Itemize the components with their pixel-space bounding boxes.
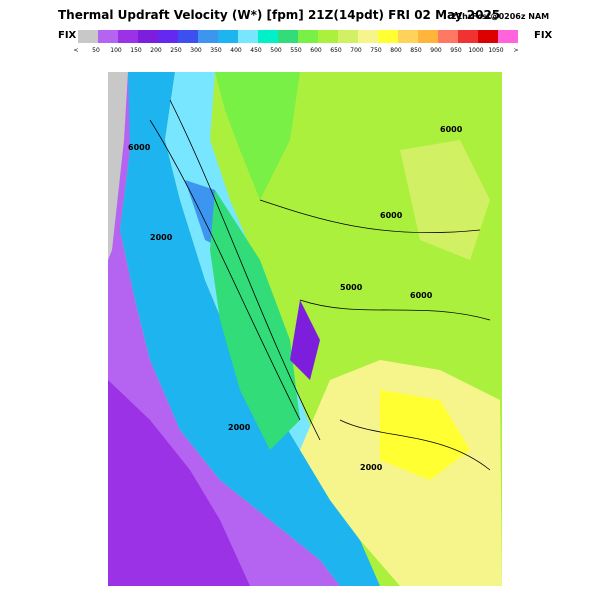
subtitle: 21hrFcst@0206z NAM: [451, 12, 549, 21]
title: Thermal Updraft Velocity (W*) [fpm] 21Z(…: [58, 8, 500, 22]
scale-swatch: [198, 30, 218, 43]
contour-label: 6000: [128, 143, 151, 152]
contour-label: 2000: [228, 423, 251, 432]
scale-label: 50: [92, 47, 100, 54]
scale-swatch: [358, 30, 378, 43]
scale-swatch: [478, 30, 498, 43]
scale-label: 500: [270, 47, 282, 54]
color-scale: <50 100 150 200 250 300 350 400 450 500 550 600 650 7…: [73, 30, 519, 54]
scale-label: 150: [130, 47, 142, 54]
scale-label: 1000: [468, 47, 483, 54]
fix-left: FIX: [58, 30, 77, 41]
scale-swatch: [218, 30, 238, 43]
scale-swatch: [78, 30, 98, 43]
contour-label: 2000: [360, 463, 383, 472]
contour-label: 5000: [340, 283, 363, 292]
southeast-yellow: [300, 360, 502, 586]
contours: [149, 99, 491, 471]
contour-label: 6000: [380, 211, 403, 220]
scale-swatch: [438, 30, 458, 43]
scale-label: 400: [230, 47, 242, 54]
scale-swatch: [418, 30, 438, 43]
scale-swatch: [318, 30, 338, 43]
contour-label: 6000: [410, 291, 433, 300]
scale-swatch: [258, 30, 278, 43]
scale-swatch: [458, 30, 478, 43]
yellow-core: [380, 390, 470, 480]
scale-swatch: [118, 30, 138, 43]
scale-label: 550: [290, 47, 302, 54]
scale-label: 350: [210, 47, 222, 54]
scale-label: 650: [330, 47, 342, 54]
mountain-purple: [290, 300, 320, 380]
scale-swatch: [158, 30, 178, 43]
scale-label: >: [513, 47, 518, 54]
scale-swatch: [278, 30, 298, 43]
scale-label: 700: [350, 47, 362, 54]
contour-label: 6000: [440, 125, 463, 134]
coast-band: [120, 72, 380, 586]
scale-swatch: [378, 30, 398, 43]
east-pale: [400, 140, 490, 260]
scale-swatch: [138, 30, 158, 43]
scale-swatch: [238, 30, 258, 43]
scale-label: 450: [250, 47, 262, 54]
contour-label: 2000: [150, 233, 173, 242]
fix-right: FIX: [534, 30, 553, 41]
scale-label: 200: [150, 47, 162, 54]
scale-label: 950: [450, 47, 462, 54]
valley-green: [210, 190, 300, 450]
scale-swatch: [398, 30, 418, 43]
scale-swatch: [498, 30, 518, 43]
scale-label: 1050: [488, 47, 503, 54]
scale-label: 100: [110, 47, 122, 54]
scale-swatch: [178, 30, 198, 43]
scale-swatch: [298, 30, 318, 43]
scale-swatch: [98, 30, 118, 43]
scale-label: 300: [190, 47, 202, 54]
no-data: [108, 72, 128, 260]
scale-label: 250: [170, 47, 182, 54]
north-green: [215, 72, 300, 200]
scale-label: 750: [370, 47, 382, 54]
scale-label: 900: [430, 47, 442, 54]
scale-label: 850: [410, 47, 422, 54]
scale-label: 800: [390, 47, 402, 54]
ocean-deep: [108, 380, 250, 586]
scale-swatch: [338, 30, 358, 43]
map: 6000 2000 5000 6000 6000 2000 2000 6000: [108, 72, 502, 586]
scale-label: 600: [310, 47, 322, 54]
scale-label: <: [73, 47, 78, 54]
